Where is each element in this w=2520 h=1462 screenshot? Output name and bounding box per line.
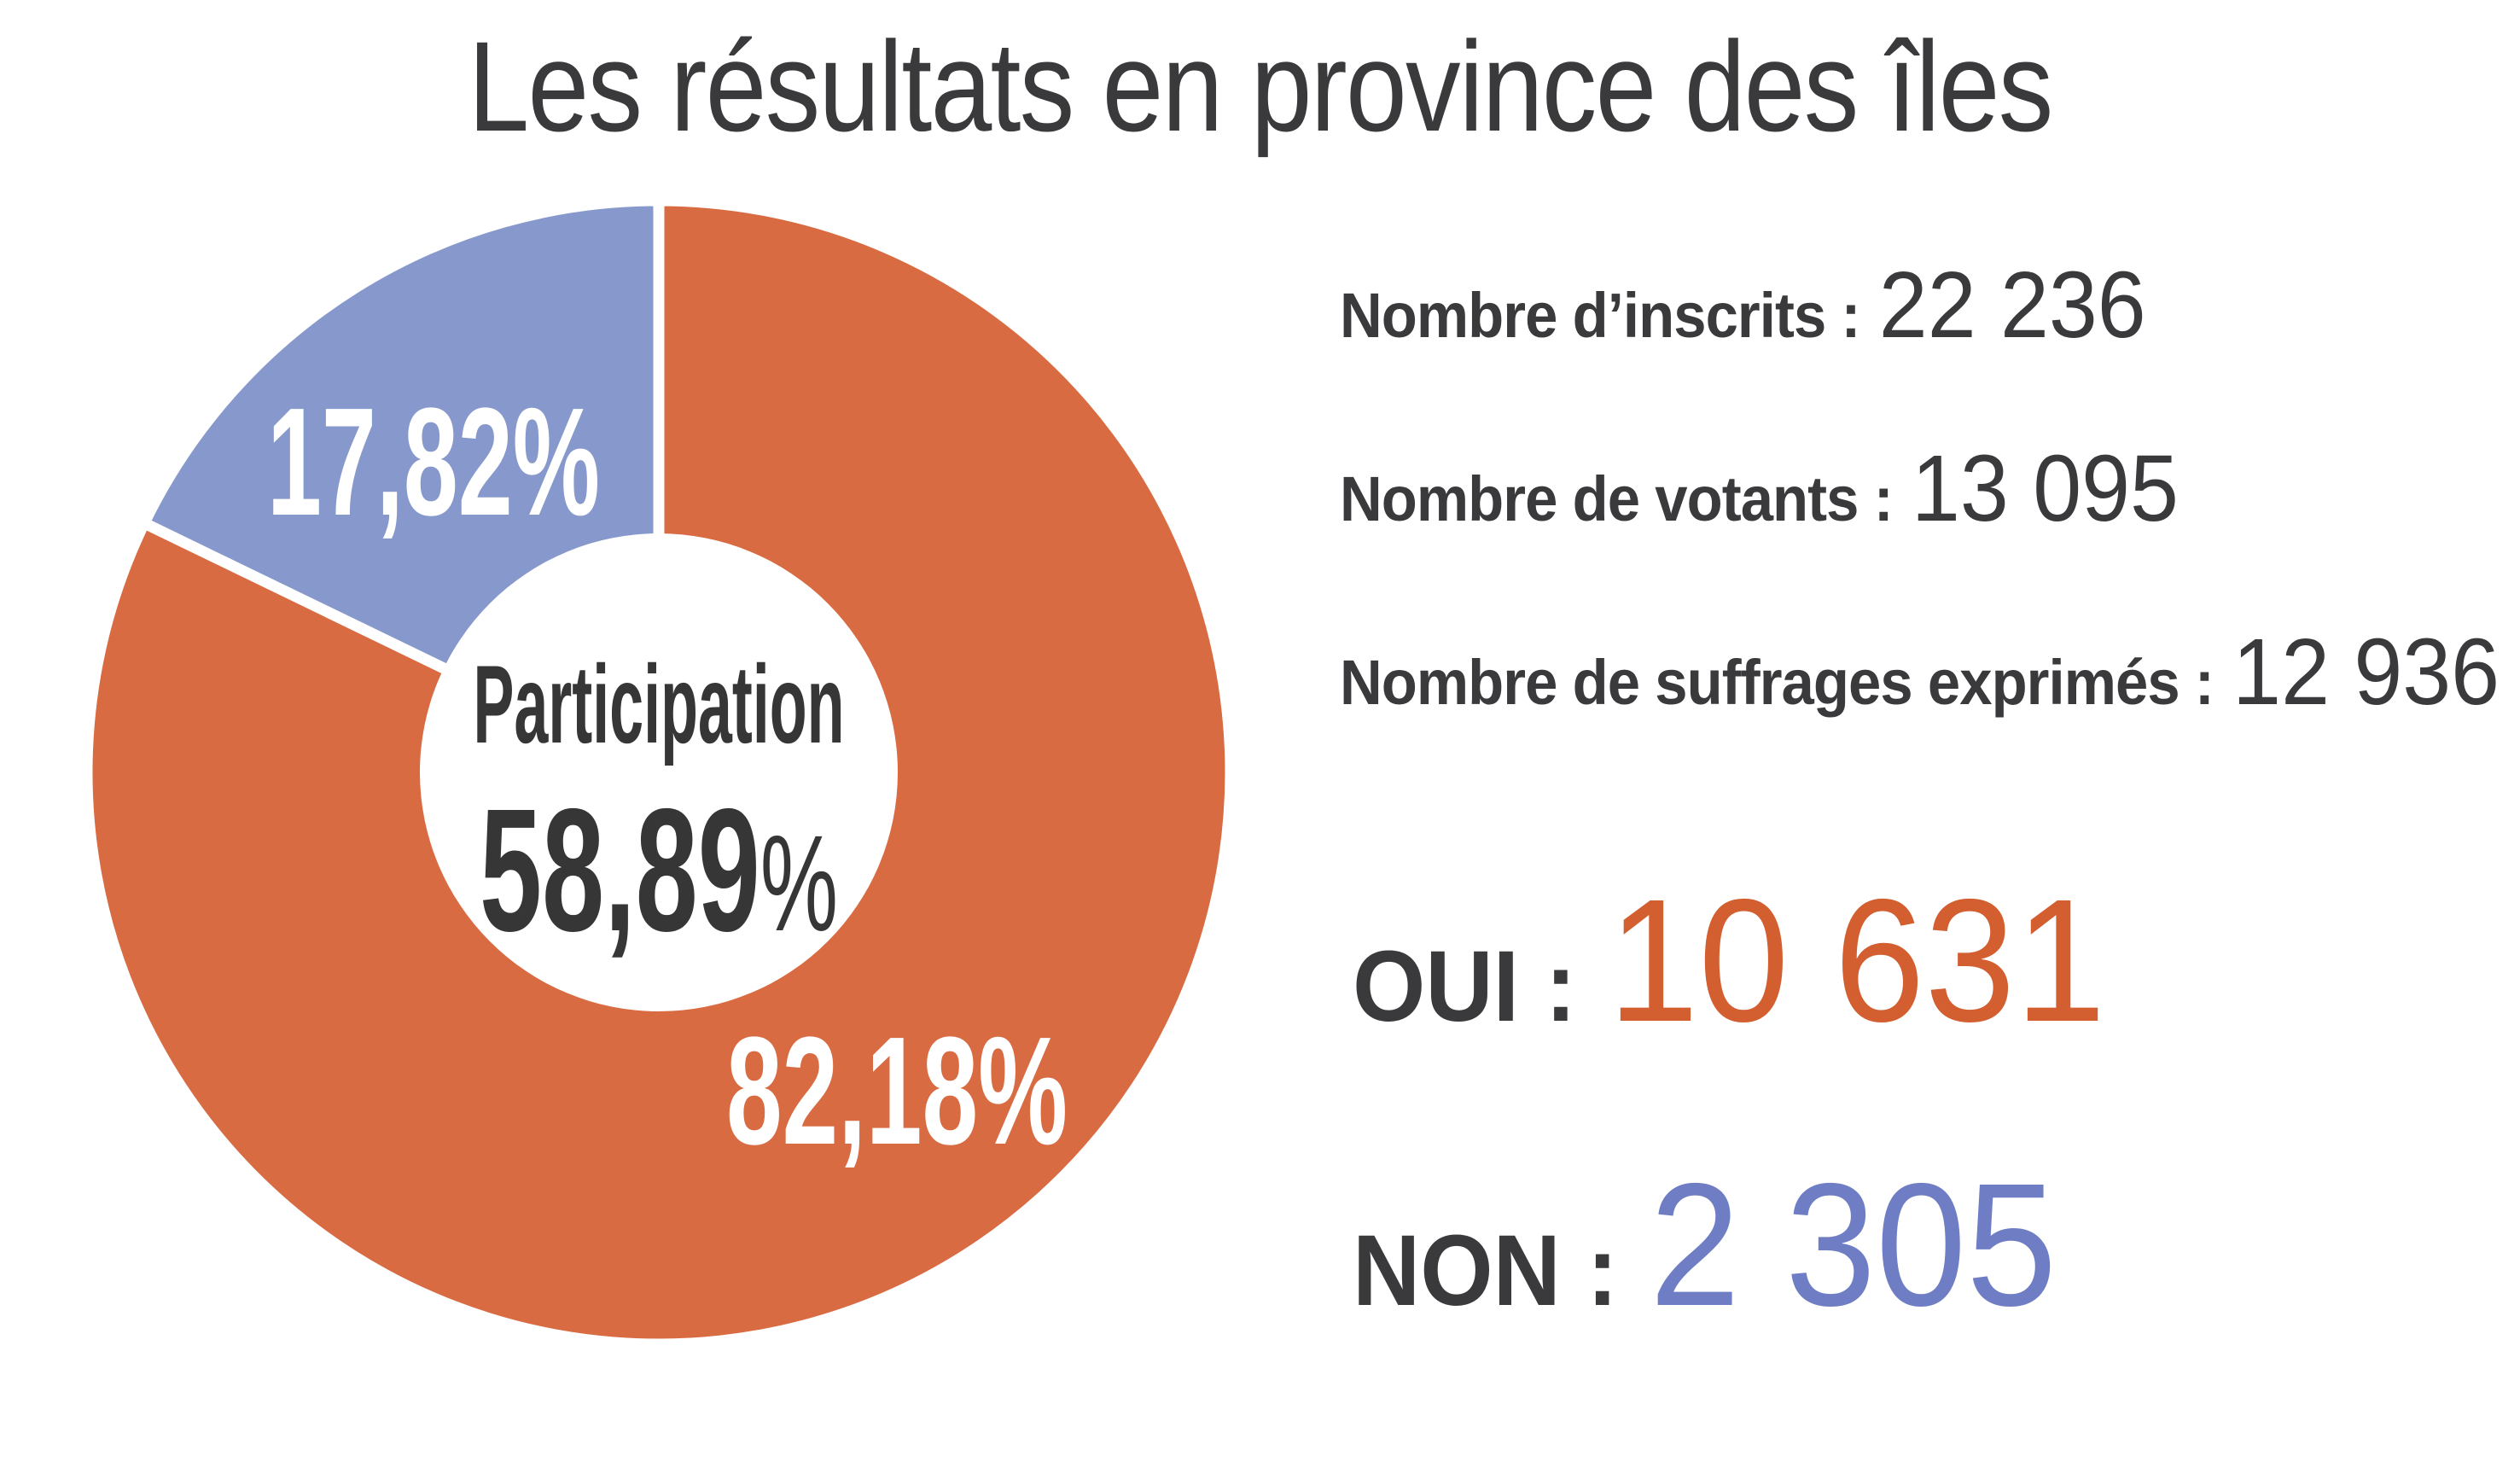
result-label-oui: OUI : [1353,930,1577,1043]
donut-hole [420,533,898,1011]
donut-center-label: Participation [474,642,845,766]
result-row-non: NON : 2 305 [1353,1157,2057,1332]
result-value-non: 2 305 [1650,1147,2057,1343]
stat-row-votants: Nombre de votants : 13 095 [1340,442,2179,536]
donut-center-value-percent-sign: % [760,807,838,959]
donut-center-value-number: 58,89 [480,772,760,968]
result-value-oui: 10 631 [1608,863,2106,1058]
stat-value-inscrits: 22 236 [1878,253,2146,358]
donut-slice-labels: 82,18% 17,82% [267,376,1068,1177]
donut-center-value: 58,89% [480,772,838,968]
stat-value-votants: 13 095 [1912,436,2179,541]
stat-label-inscrits: Nombre d’inscrits : [1340,280,1860,351]
result-row-oui: OUI : 10 631 [1353,873,2105,1048]
slice-label-non: 17,82% [267,376,600,548]
stat-row-inscrits: Nombre d’inscrits : 22 236 [1340,259,2146,352]
stat-label-votants: Nombre de votants : [1340,463,1894,534]
result-label-non: NON : [1353,1214,1618,1327]
stat-label-suffrages: Nombre de suffrages exprimés : [1340,647,2214,718]
stat-row-suffrages: Nombre de suffrages exprimés : 12 936 [1340,626,2500,719]
page-title: Les résultats en province des îles [468,15,2053,158]
slice-label-oui: 82,18% [726,1005,1068,1177]
stat-value-suffrages: 12 936 [2232,620,2500,725]
